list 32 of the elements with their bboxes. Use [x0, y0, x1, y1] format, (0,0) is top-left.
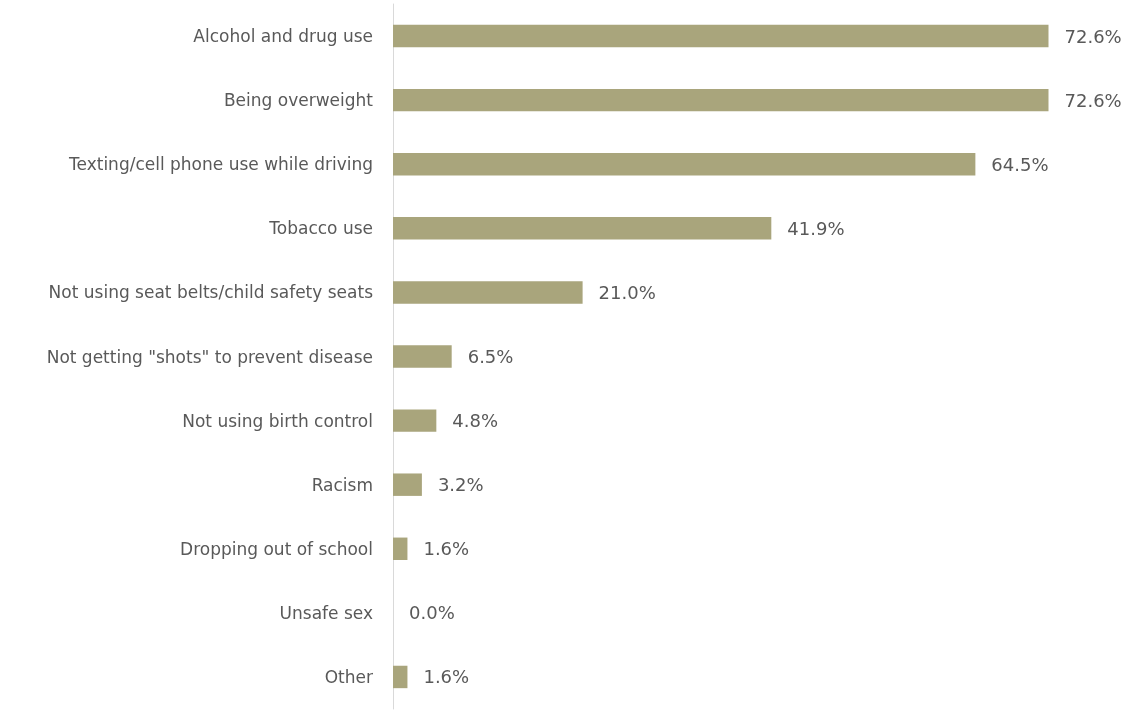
data-label: 72.6%: [1064, 89, 1122, 111]
data-label: 1.6%: [423, 666, 470, 688]
y-tick-label: Tobacco use: [268, 218, 373, 239]
y-tick-label: Being overweight: [223, 90, 374, 111]
bar: [393, 345, 452, 368]
data-label: 6.5%: [467, 346, 514, 367]
y-tick-label: Alcohol and drug use: [193, 26, 373, 47]
bar: [393, 537, 408, 560]
bar: [393, 665, 408, 689]
data-label: 1.6%: [423, 538, 470, 560]
y-tick-label: Other: [324, 666, 373, 687]
y-tick-label: Dropping out of school: [180, 538, 373, 559]
bar: [393, 409, 437, 432]
y-tick-label: Racism: [311, 474, 373, 495]
bar: [393, 217, 772, 240]
data-label: 4.8%: [452, 410, 499, 432]
y-tick-label: Not getting "shots" to prevent disease: [46, 346, 373, 367]
y-tick-label: Texting/cell phone use while driving: [68, 154, 373, 175]
bar: [393, 153, 976, 176]
data-label: 41.9%: [787, 217, 845, 239]
data-label: 3.2%: [437, 474, 484, 496]
bar: [393, 281, 583, 304]
y-tick-label: Not using birth control: [182, 410, 373, 431]
y-tick-label: Not using seat belts/child safety seats: [48, 282, 374, 303]
data-label: 72.6%: [1064, 25, 1122, 47]
bar: [393, 88, 1049, 112]
bar: [393, 24, 1049, 48]
y-tick-label: Unsafe sex: [279, 602, 373, 623]
data-label: 64.5%: [991, 153, 1049, 175]
bar: [393, 473, 422, 496]
data-label: 0.0%: [409, 602, 455, 624]
data-label: 21.0%: [598, 281, 656, 303]
